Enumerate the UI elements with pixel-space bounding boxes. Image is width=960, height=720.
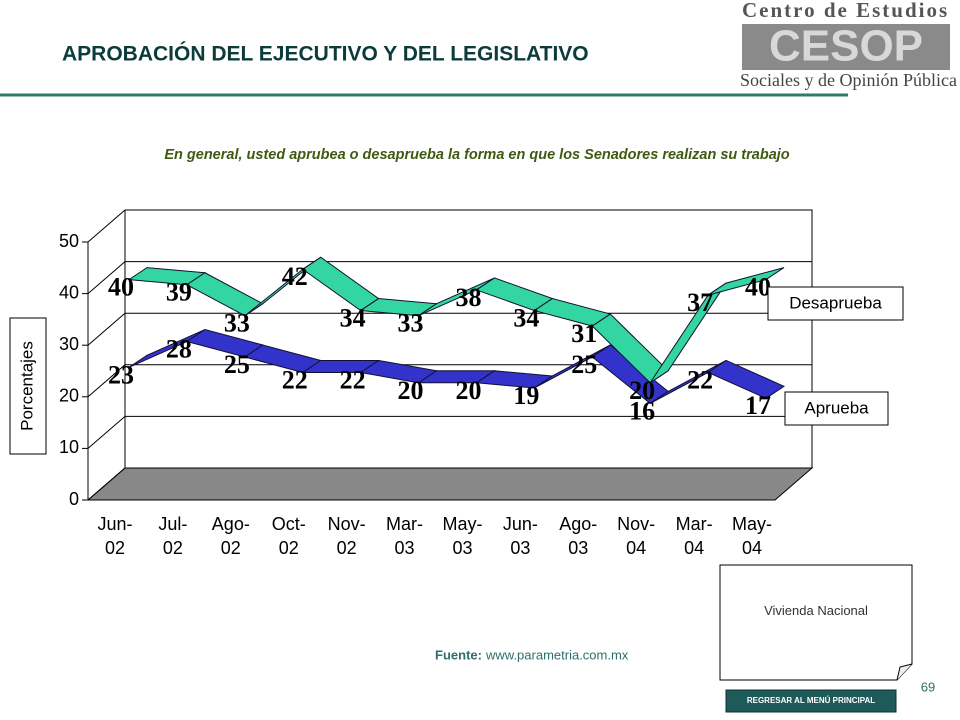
y-tick-label: 40 [59,282,79,302]
data-label: 33 [398,309,424,338]
ribbon-segment [707,359,786,399]
grid-line-side [87,312,126,346]
x-tick-label: Mar-03 [386,514,423,558]
side-box-text: Vivienda Nacional [764,603,868,618]
x-tick-label: Jun-02 [97,514,132,558]
data-label: 23 [108,360,134,389]
y-axis-label: Porcentajes [17,341,36,431]
y-tick-label: 50 [59,231,79,251]
data-label: 16 [629,396,655,425]
x-tick-label: Mar-04 [676,514,713,558]
x-tick-label: May-04 [732,514,772,558]
legend-label: Desaprueba [789,293,882,312]
y-tick-label: 10 [59,437,79,457]
data-label: 34 [340,304,366,333]
data-label: 31 [571,319,597,348]
data-label: 19 [513,381,539,410]
source-url: www.parametria.com.mx [485,647,629,662]
menu-button[interactable] [725,689,897,713]
data-label: 20 [398,376,424,405]
data-label: 40 [745,273,771,302]
logo-top: Centro de Estudios [742,0,949,22]
x-tick-label: Oct-02 [272,514,306,558]
data-label: 28 [166,334,192,363]
x-tick-label: Ago-02 [212,514,250,558]
data-label: 39 [166,278,192,307]
plot: 0 10 20 30 40 50 Jun-02 Jul-02 Ago-02 Oct-02 Nov-0… [59,209,904,558]
legend-box [784,391,889,426]
data-label: 37 [687,288,713,317]
fold [896,663,913,681]
x-tick-label: Ago-03 [559,514,597,558]
ribbon-segment [707,267,785,296]
data-label: 25 [224,350,250,379]
title: APROBACIÓN DEL EJECUTIVO Y DEL LEGISLATI… [62,42,589,66]
grid-line-side [87,209,126,243]
data-label: 20 [455,376,481,405]
data-label: 40 [108,273,134,302]
page-number: 69 [921,679,935,694]
data-label: 20 [629,376,655,405]
data-label: 34 [513,304,539,333]
menu-button-label[interactable]: REGRESAR AL MENÚ PRINCIPAL [747,696,875,705]
x-tick-label: Nov-04 [617,514,655,558]
floor [86,467,814,501]
grid-line-side [87,416,126,449]
x-tick-label: May-03 [442,514,482,558]
ylabel-box [9,317,47,455]
data-label: 38 [455,283,481,312]
legend-label: Aprueba [804,398,869,417]
logo-mid: CESOP [769,22,923,71]
legend-box [767,286,904,321]
data-label: 22 [340,365,366,394]
data-label: 33 [224,309,250,338]
y-tick-label: 0 [69,489,79,509]
grid-line-side [87,261,126,294]
data-label: 22 [687,365,713,394]
y-tick-label: 20 [59,386,79,406]
data-label: 25 [571,350,597,379]
grid-line-side [87,364,126,398]
chart-title: En general, usted aprubea o desaprueba l… [164,147,789,163]
logo-block [742,24,950,70]
x-tick-label: Jun-03 [503,514,538,558]
side-box-text-wrap: Vivienda Nacional [764,603,868,618]
data-label: 22 [282,365,308,394]
source-label: Fuente: [435,647,482,662]
y-tick-label: 30 [59,334,79,354]
x-tick-label: Nov-02 [328,514,366,558]
logo-bottom: Sociales y de Opinión Pública [740,70,957,90]
data-label: 42 [282,262,308,291]
x-tick-label: Jul-02 [158,514,187,558]
data-label: 17 [745,391,771,420]
grid-line-side [87,467,126,501]
